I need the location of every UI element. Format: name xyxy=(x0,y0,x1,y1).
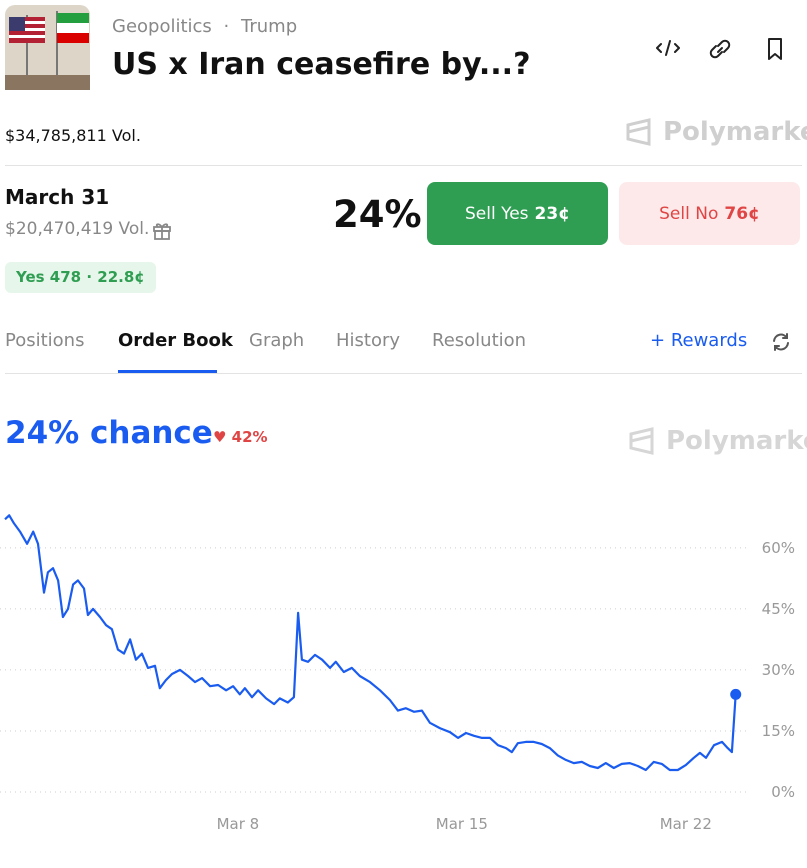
sell-no-label: Sell No xyxy=(659,203,719,224)
brand-name: Polymarket xyxy=(663,117,807,147)
tab[interactable]: History xyxy=(336,330,401,351)
divider xyxy=(5,165,802,166)
breadcrumb: Geopolitics · Trump xyxy=(112,16,297,37)
rewards-label: Rewards xyxy=(670,330,748,351)
outcome-volume: $20,470,419 Vol. xyxy=(5,219,150,239)
sell-no-button[interactable]: Sell No 76¢ xyxy=(619,182,800,245)
actions xyxy=(656,38,782,60)
link-icon[interactable] xyxy=(709,39,731,59)
tag[interactable]: Trump xyxy=(241,16,298,37)
price-line xyxy=(4,514,737,772)
y-tick-label: 60% xyxy=(762,539,795,557)
x-tick-label: Mar 15 xyxy=(436,815,488,833)
total-volume: $34,785,811 Vol. xyxy=(5,126,141,145)
tab[interactable]: Resolution xyxy=(432,330,527,351)
embed-icon[interactable] xyxy=(656,40,680,56)
refresh-icon[interactable] xyxy=(771,332,791,352)
outcome-percent: 24% xyxy=(333,193,422,236)
tab-underline xyxy=(118,370,217,373)
x-tick-label: Mar 22 xyxy=(660,815,712,833)
market-title: US x Iran ceasefire by...? xyxy=(112,47,531,82)
brand-name: Polymarket xyxy=(666,426,807,456)
tab[interactable]: Graph xyxy=(249,330,305,351)
sell-yes-label: Sell Yes xyxy=(464,203,529,224)
brand-watermark: Polymarket xyxy=(628,426,807,456)
gift-icon[interactable] xyxy=(152,220,172,240)
category[interactable]: Geopolitics xyxy=(112,16,212,37)
x-tick-label: Mar 8 xyxy=(217,815,260,833)
tab[interactable]: Positions xyxy=(5,330,85,351)
y-tick-label: 45% xyxy=(762,600,795,618)
y-tick-label: 15% xyxy=(762,722,795,740)
y-tick-label: 0% xyxy=(771,783,795,801)
thumbnail xyxy=(5,5,90,90)
bookmark-icon[interactable] xyxy=(768,38,782,60)
brand-logo: Polymarket xyxy=(625,117,807,147)
sell-yes-button[interactable]: Sell Yes 23¢ xyxy=(427,182,608,245)
y-tick-label: 30% xyxy=(762,661,795,679)
outcome-date: March 31 xyxy=(5,185,110,209)
sell-no-price: 76¢ xyxy=(724,203,760,224)
divider xyxy=(5,373,802,374)
separator: · xyxy=(223,16,230,37)
position-pill[interactable]: Yes 478 · 22.8¢ xyxy=(5,262,156,293)
last-point xyxy=(730,688,742,700)
change-indicator: ♥ 42% xyxy=(213,428,268,446)
change-value: 42% xyxy=(231,428,268,446)
sell-yes-price: 23¢ xyxy=(534,203,571,224)
tab-active[interactable]: Order Book xyxy=(118,330,233,351)
chart: 0% 15% 30% 45% 60% Mar 8 Mar 15 Mar 22 xyxy=(0,514,795,833)
rewards-button[interactable]: + Rewards xyxy=(650,330,748,351)
chart-title: 24% chance xyxy=(5,415,213,451)
